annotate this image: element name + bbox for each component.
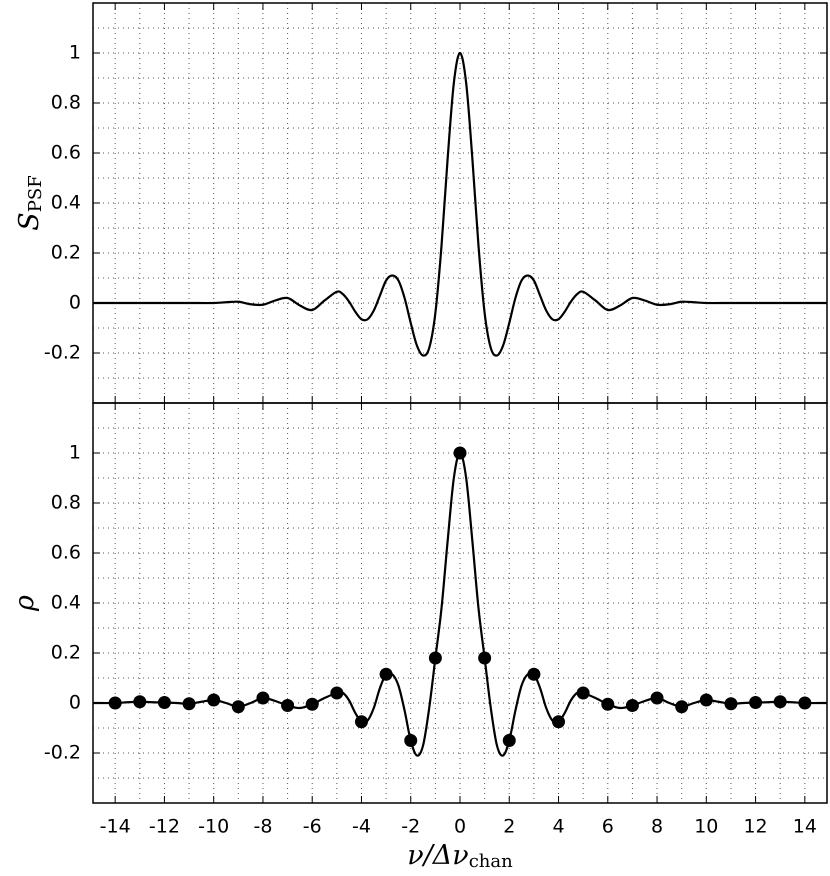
y-tick-label: 0.6 [51,142,81,164]
marker [133,695,147,709]
x-tick-label: 0 [454,816,466,838]
x-label-sub: chan [469,851,513,872]
x-tick-label: 12 [743,816,767,838]
panel: -0.2 0 0.2 0.4 0.6 0.8 1 [44,2,828,404]
x-tick-label: -12 [149,816,180,838]
y-label-sub: PSF [25,175,46,212]
x-tick-label: 2 [503,816,515,838]
x-tick-label: 8 [651,816,663,838]
y-label-main: S [14,212,45,231]
marker [699,693,713,707]
marker [207,693,221,707]
y-tick-label: 1 [69,42,81,64]
marker [650,691,664,705]
marker [453,446,467,460]
x-tick-label: 6 [602,816,614,838]
y-tick-label: 0.6 [51,542,81,564]
marker [305,697,319,711]
x-tick-label: -2 [401,816,420,838]
x-tick-label: 4 [552,816,564,838]
y-tick-label: 0.8 [51,92,81,114]
x-tick-label: -10 [198,816,229,838]
marker [231,700,245,714]
y-tick-label: 0.4 [51,592,81,614]
marker [330,686,344,700]
panel: -14 -12 -10 -8 -6 -4 -2 0 2 4 6 8 10 12 14 -0.2 0 0.2 0.4 0… [44,402,828,838]
y-tick-label: 0.2 [51,642,81,664]
marker [576,686,590,700]
line [93,51,827,357]
y-tick-label: 0.8 [51,492,81,514]
marker [256,691,270,705]
y-tick-label: 0 [69,292,81,314]
marker [428,651,442,665]
x-tick-label: -8 [253,816,272,838]
marker [601,697,615,711]
marker [182,697,196,711]
x-label-main: ν/Δν [407,840,468,871]
x-tick-label: -6 [303,816,322,838]
y-axis-label: ρ [10,595,41,612]
marker [354,715,368,729]
y-tick-label: 1 [69,442,81,464]
marker [502,734,516,747]
x-tick-label: 10 [694,816,718,838]
marker [675,700,689,714]
marker [404,734,418,747]
marker [798,696,812,710]
marker [625,699,639,712]
marker [157,696,171,709]
marker [749,696,763,709]
y-axis-label: SPSF [14,175,47,230]
marker [773,695,787,709]
marker [478,651,492,665]
y-tick-label: 0.4 [51,192,81,214]
x-axis-label: ν/Δνchan [407,840,513,873]
y-tick-label: 0.2 [51,242,81,264]
marker [379,667,393,681]
marker [108,696,122,710]
x-tick-label: -14 [100,816,131,838]
y-tick-label: -0.2 [44,742,81,764]
marker [527,667,541,681]
axes-box [92,402,828,804]
x-tick-label: -4 [352,816,371,838]
plot-area [93,51,827,357]
marker [281,699,295,712]
y-tick-label: -0.2 [44,342,81,364]
y-tick-label: 0 [69,692,81,714]
x-tick-label: 14 [793,816,817,838]
marker [552,715,566,729]
marker [724,697,738,711]
